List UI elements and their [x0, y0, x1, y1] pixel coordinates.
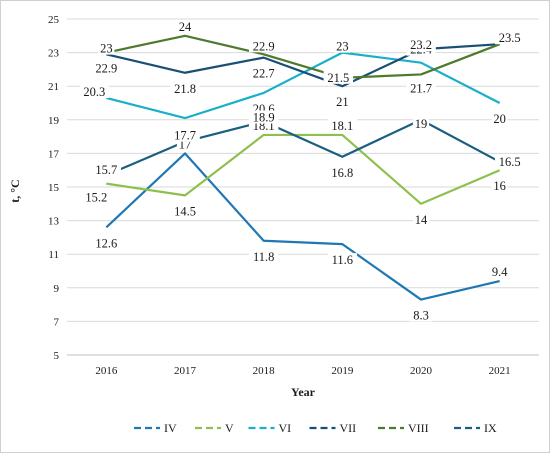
x-tick-label: 2020	[410, 365, 433, 377]
x-tick-label: 2017	[174, 365, 197, 377]
legend-label-vii: VII	[340, 421, 357, 435]
data-label-bg	[327, 253, 358, 267]
data-label-bg	[334, 39, 351, 53]
data-label-bg	[327, 118, 358, 132]
x-tick-label: 2019	[331, 365, 354, 377]
data-label-bg	[170, 204, 200, 218]
data-label-bg	[81, 190, 112, 204]
data-label-bg	[334, 95, 351, 109]
data-label: 22.9	[95, 61, 117, 75]
legend-label-ix: IX	[484, 421, 497, 435]
data-label: 23	[100, 42, 113, 56]
x-tick-label: 2021	[489, 365, 511, 377]
data-label: 22.7	[253, 67, 275, 81]
data-label-bg	[91, 163, 122, 177]
data-label: 21.5	[327, 71, 349, 85]
data-label-bg	[91, 61, 122, 75]
data-label: 23	[336, 40, 349, 54]
data-label-bg	[406, 81, 436, 95]
data-label: 20	[493, 112, 506, 126]
data-label: 15.2	[85, 191, 107, 205]
data-label-bg	[248, 66, 279, 80]
grid-lines	[67, 18, 539, 356]
data-label-bg	[491, 112, 508, 125]
y-tick-label: 9	[54, 283, 60, 295]
data-label-bg	[409, 308, 433, 322]
data-label: 16.5	[499, 155, 521, 169]
data-label-bg	[488, 265, 512, 279]
legend-label-v: V	[225, 421, 234, 435]
data-label: 11.6	[332, 253, 353, 267]
data-label-bg	[323, 70, 354, 84]
data-label: 20.3	[83, 85, 105, 99]
data-label: 19	[415, 117, 428, 131]
data-label: 12.6	[95, 236, 117, 250]
data-label-bg	[491, 179, 508, 193]
data-label: 18.9	[253, 110, 275, 124]
data-label-bg	[327, 165, 358, 179]
data-label: 14.5	[174, 204, 196, 218]
data-label-bg	[248, 110, 279, 124]
y-tick-label: 25	[48, 14, 60, 26]
y-tick-label: 19	[48, 115, 60, 127]
y-tick-label: 17	[48, 148, 60, 160]
data-label-bg	[494, 31, 525, 45]
series-line-ix	[105, 118, 501, 177]
legend-label-iv: IV	[164, 421, 177, 435]
data-label-bg	[248, 249, 279, 263]
data-label-bg	[176, 19, 194, 33]
series-line-vi	[106, 51, 501, 120]
data-label: 23.5	[499, 31, 521, 45]
data-label: 23.2	[410, 38, 432, 52]
data-label-bg	[248, 39, 279, 53]
data-label: 21.7	[410, 81, 432, 95]
data-label: 22.9	[253, 39, 275, 53]
y-tick-label: 23	[48, 48, 60, 60]
data-label-bg	[494, 154, 525, 168]
data-label: 11.8	[253, 250, 274, 264]
data-label: 14	[415, 213, 428, 227]
data-label: 9.4	[492, 265, 508, 279]
data-label: 18.1	[331, 119, 353, 133]
series-line-viii	[106, 34, 501, 79]
y-axis: 5 7 9 11 13 15 17 19 21 23 25	[48, 14, 60, 362]
data-label: 21	[336, 95, 349, 109]
x-axis: 2016 2017 2018 2019 2020 2021	[67, 354, 539, 377]
data-label-bg	[91, 236, 122, 250]
data-label-bg	[170, 81, 200, 95]
legend-label-viii: VIII	[408, 421, 429, 435]
data-label: 17.7	[174, 129, 196, 143]
x-tick-label: 2018	[253, 365, 276, 377]
y-tick-label: 13	[48, 216, 60, 228]
y-tick-label: 5	[54, 350, 60, 362]
legend-label-vi: VI	[279, 421, 292, 435]
data-label: 21.8	[174, 82, 196, 96]
legend: IV V VI VII VIII IX	[134, 421, 497, 435]
series-line-v	[106, 133, 501, 205]
y-tick-label: 11	[48, 249, 59, 261]
data-label: 24	[179, 20, 192, 34]
data-label-bg	[170, 128, 200, 142]
y-axis-title: t, °C	[8, 179, 22, 202]
data-label: 16	[493, 179, 506, 193]
series-line-iv	[105, 152, 500, 301]
data-label-bg	[79, 84, 110, 98]
data-label-bg	[98, 41, 115, 55]
data-label: 15.7	[95, 163, 117, 177]
data-label: 16.8	[331, 166, 353, 180]
y-tick-label: 21	[48, 81, 59, 93]
y-tick-label: 15	[48, 182, 60, 194]
data-label: 8.3	[413, 309, 429, 323]
data-label-bg	[412, 212, 430, 226]
x-tick-label: 2016	[95, 365, 118, 377]
data-label-bg	[412, 116, 430, 130]
x-axis-title: Year	[291, 385, 316, 399]
series-lines	[105, 34, 501, 301]
data-label-bg	[406, 38, 436, 52]
y-tick-label: 7	[54, 316, 60, 328]
